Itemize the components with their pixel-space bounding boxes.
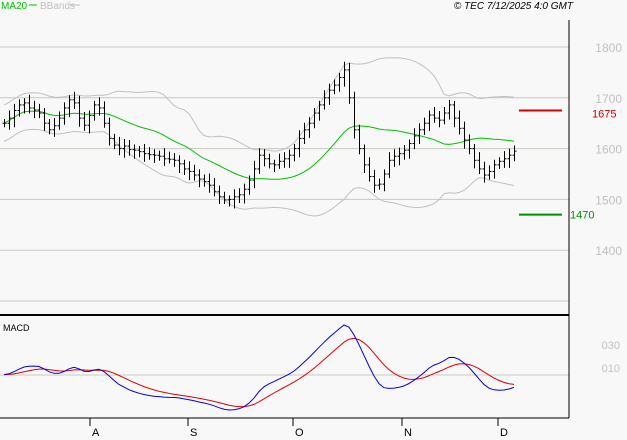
- level-label-support: 1470: [570, 210, 594, 222]
- legend-bbands: BBands: [40, 1, 75, 12]
- copyright: © TEC 7/12/2025 4:0 GMT: [454, 1, 574, 12]
- month-label: D: [500, 427, 508, 439]
- macd-label: MACD: [3, 323, 30, 333]
- macd-signal-line: [3, 337, 515, 408]
- macd-line: [3, 324, 515, 411]
- legend-ma20: MA20: [1, 1, 28, 12]
- month-label: S: [190, 427, 197, 439]
- macd-tick-label: 010: [602, 363, 620, 375]
- month-label: O: [295, 427, 304, 439]
- price-tick-label: 1500: [595, 193, 622, 207]
- price-tick-label: 1700: [595, 92, 622, 106]
- price-tick-label: 1800: [595, 41, 622, 55]
- price-tick-label: 1600: [595, 143, 622, 157]
- month-label: N: [404, 427, 412, 439]
- month-label: A: [92, 427, 100, 439]
- macd-tick-label: 030: [602, 340, 620, 352]
- level-label-resistance: 1675: [592, 109, 616, 121]
- price-tick-label: 1400: [595, 244, 622, 258]
- bollinger-upper: [3, 57, 515, 152]
